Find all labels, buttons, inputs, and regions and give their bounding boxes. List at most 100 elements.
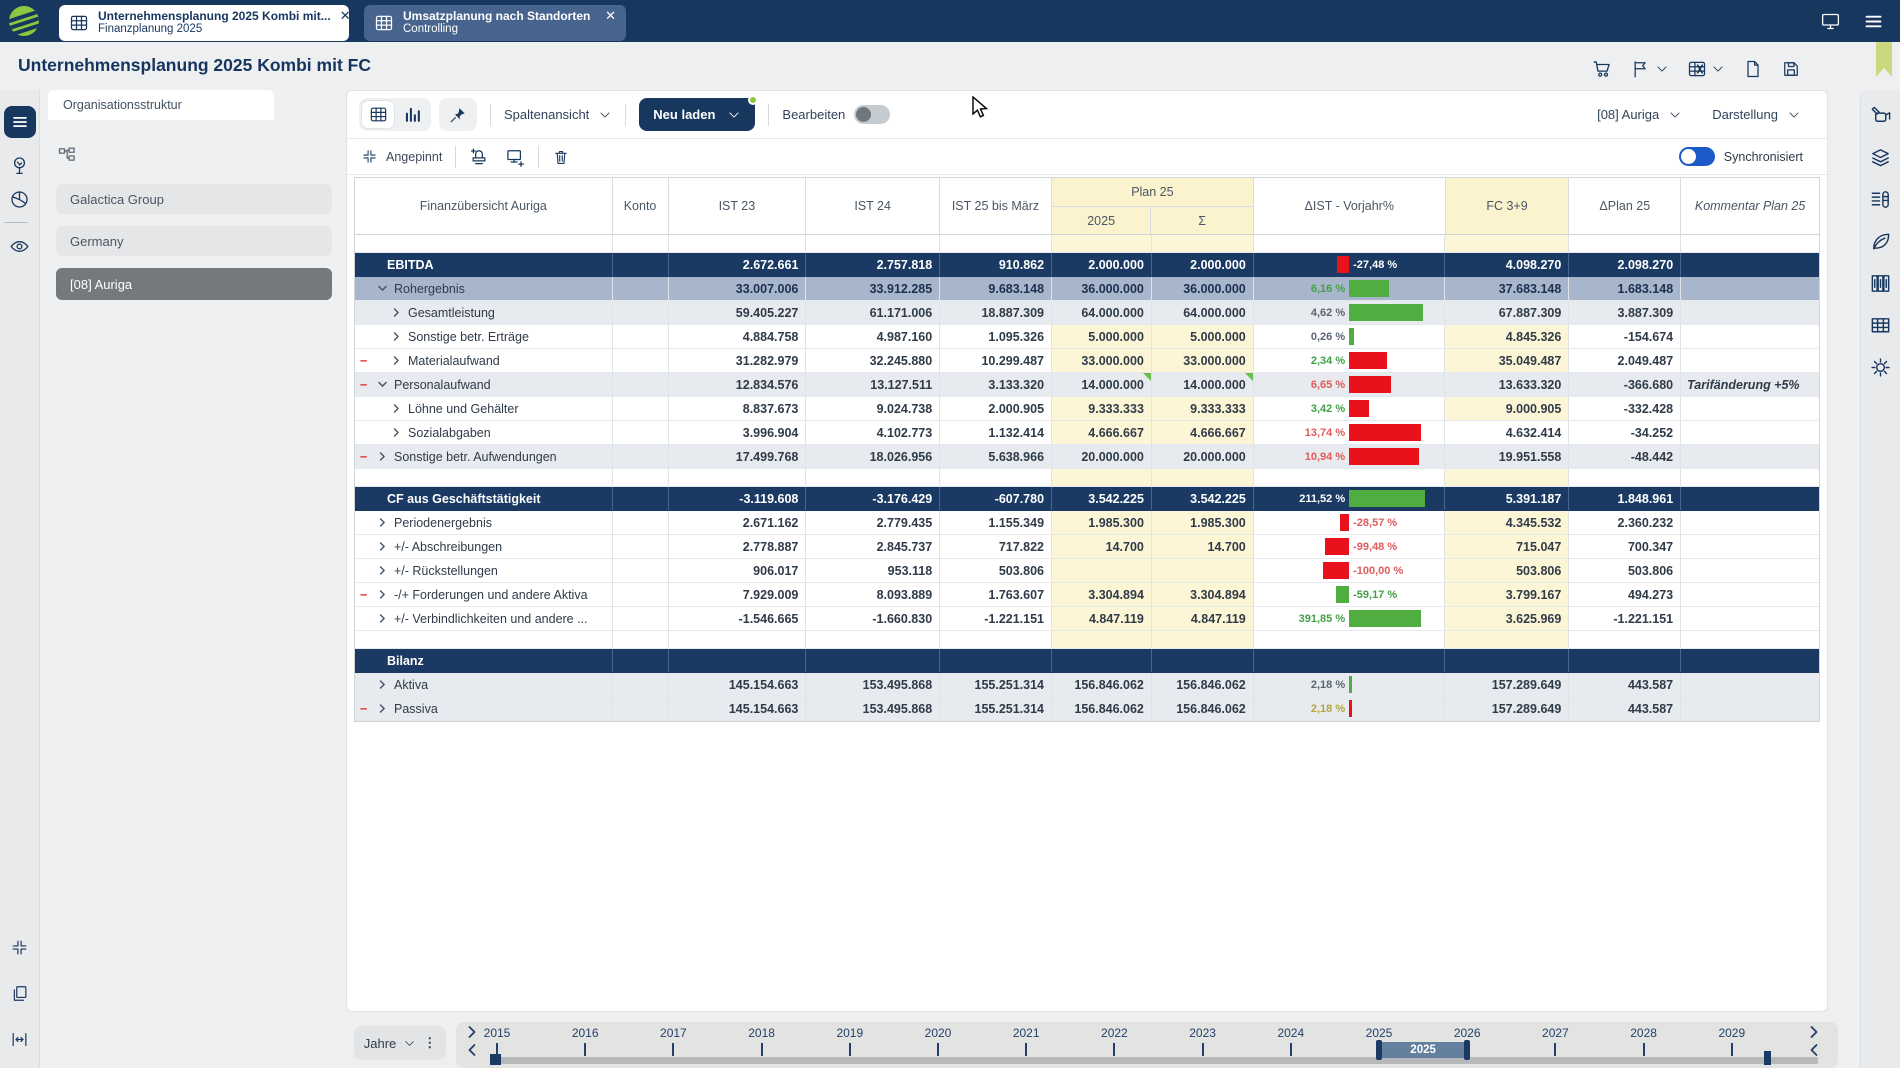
plan-sum-cell[interactable]: 9.333.333 [1152, 397, 1254, 420]
plan-2025-cell[interactable] [1052, 559, 1152, 582]
save-icon[interactable] [1781, 59, 1801, 79]
columns-icon[interactable] [1869, 272, 1892, 295]
timeline-selected-range[interactable]: 2025 [1379, 1042, 1467, 1058]
timeline-year-2024[interactable]: 2024 [1277, 1026, 1304, 1040]
filter-list-icon[interactable] [1869, 188, 1892, 211]
col-header-ist25[interactable]: IST 25 bis März [940, 178, 1052, 235]
table-row[interactable]: +/- Rückstellungen906.017953.118503.806-… [355, 559, 1819, 583]
timeline-mode-dropdown[interactable]: Jahre ⋮ [354, 1026, 446, 1060]
flag-dropdown[interactable] [1631, 59, 1669, 79]
pages-icon[interactable] [4, 976, 36, 1010]
stamp-add-icon[interactable] [469, 147, 489, 167]
tab-unternehmensplanung[interactable]: Unternehmensplanung 2025 Kombi mit... Fi… [59, 5, 349, 41]
timeline-year-2025[interactable]: 2025 [1366, 1026, 1393, 1040]
plan-sum-cell[interactable]: 4.666.667 [1152, 421, 1254, 444]
timeline-year-2015[interactable]: 2015 [484, 1026, 511, 1040]
sidebar-item--08-auriga[interactable]: [08] Auriga [56, 268, 332, 300]
collapse-panel-icon[interactable] [4, 930, 36, 964]
eye-icon[interactable] [4, 229, 36, 263]
timeline-step-back-icon[interactable] [466, 1043, 478, 1057]
comment-cell[interactable] [1681, 277, 1819, 300]
comment-cell[interactable] [1681, 697, 1819, 720]
comment-cell[interactable] [1681, 253, 1819, 276]
col-header-plan-sum[interactable]: Σ [1151, 207, 1253, 235]
table-row[interactable]: –Personalaufwand12.834.57613.127.5113.13… [355, 373, 1819, 397]
comment-cell[interactable] [1681, 649, 1819, 672]
table-row[interactable]: Aktiva145.154.663153.495.868155.251.3141… [355, 673, 1819, 697]
table-row[interactable]: –Materialaufwand31.282.97932.245.88010.2… [355, 349, 1819, 373]
plan-2025-cell[interactable]: 4.847.119 [1052, 607, 1152, 630]
table-row[interactable]: –-/+ Forderungen und andere Aktiva7.929.… [355, 583, 1819, 607]
col-header-delta-ist[interactable]: ΔIST - Vorjahr% [1254, 178, 1446, 235]
col-header-finanzuebersicht[interactable]: Finanzübersicht Auriga [355, 178, 613, 235]
edit-toggle[interactable] [854, 105, 890, 124]
table-row[interactable]: Sonstige betr. Erträge4.884.7584.987.160… [355, 325, 1819, 349]
document-icon[interactable] [1743, 59, 1763, 79]
comment-cell[interactable] [1681, 445, 1819, 468]
chevron-down-icon[interactable] [377, 283, 388, 294]
timeline-handle-right[interactable] [1764, 1051, 1771, 1065]
timeline-year-2016[interactable]: 2016 [572, 1026, 599, 1040]
layers-icon[interactable] [1869, 146, 1892, 169]
table-row[interactable]: +/- Verbindlichkeiten und andere ...-1.5… [355, 607, 1819, 631]
comment-cell[interactable] [1681, 421, 1819, 444]
leaf-icon[interactable] [1869, 230, 1892, 253]
org-chart-icon[interactable] [57, 146, 77, 166]
table-row[interactable]: EBITDA2.672.6612.757.818910.8622.000.000… [355, 253, 1819, 277]
comment-cell[interactable] [1681, 325, 1819, 348]
chevron-right-icon[interactable] [377, 565, 388, 576]
timeline-track[interactable] [490, 1057, 1818, 1064]
comment-cell[interactable] [1681, 559, 1819, 582]
compress-icon[interactable] [361, 148, 378, 165]
comment-cell[interactable] [1681, 673, 1819, 696]
col-header-delta-plan[interactable]: ΔPlan 25 [1569, 178, 1681, 235]
tab-umsatzplanung[interactable]: Umsatzplanung nach Standorten Controllin… [364, 5, 626, 41]
comment-cell[interactable] [1681, 607, 1819, 630]
col-header-ist24[interactable]: IST 24 [806, 178, 940, 235]
excel-export-dropdown[interactable] [1687, 59, 1725, 79]
plan-sum-cell[interactable]: 14.700 [1152, 535, 1254, 558]
timeline-year-2029[interactable]: 2029 [1718, 1026, 1745, 1040]
table-view-icon[interactable] [362, 101, 394, 128]
table-row[interactable]: CF aus Geschäftstätigkeit-3.119.608-3.17… [355, 487, 1819, 511]
plan-sum-cell[interactable]: 4.847.119 [1152, 607, 1254, 630]
menu-icon[interactable] [1863, 11, 1884, 32]
entity-dropdown[interactable]: [08] Auriga [1597, 107, 1682, 122]
timeline-step-back-icon[interactable] [1808, 1043, 1820, 1057]
plan-sum-cell[interactable]: 3.304.894 [1152, 583, 1254, 606]
bookmark-ribbon[interactable] [1876, 42, 1892, 77]
table-row[interactable]: Bilanz [355, 649, 1819, 673]
plan-2025-cell[interactable]: 14.700 [1052, 535, 1152, 558]
chevron-right-icon[interactable] [377, 517, 388, 528]
table-row[interactable]: Löhne und Gehälter8.837.6739.024.7382.00… [355, 397, 1819, 421]
col-header-plan-2025[interactable]: 2025 [1052, 207, 1152, 235]
watering-can-icon[interactable] [1869, 104, 1892, 127]
timeline-year-2021[interactable]: 2021 [1013, 1026, 1040, 1040]
column-view-dropdown[interactable]: Spaltenansicht [504, 107, 612, 122]
plan-sum-cell[interactable]: 5.000.000 [1152, 325, 1254, 348]
sidebar-item-galactica-group[interactable]: Galactica Group [56, 184, 332, 214]
chevron-right-icon[interactable] [377, 679, 388, 690]
pin-icon[interactable] [439, 98, 477, 131]
chevron-right-icon[interactable] [391, 427, 402, 438]
timeline-year-2019[interactable]: 2019 [836, 1026, 863, 1040]
pie-chart-icon[interactable] [4, 182, 36, 216]
table-row[interactable]: –Sonstige betr. Aufwendungen17.499.76818… [355, 445, 1819, 469]
chevron-right-icon[interactable] [391, 355, 402, 366]
timeline-year-2026[interactable]: 2026 [1454, 1026, 1481, 1040]
chevron-right-icon[interactable] [377, 541, 388, 552]
timeline-year-2022[interactable]: 2022 [1101, 1026, 1128, 1040]
tree-icon[interactable] [4, 148, 36, 182]
sync-toggle[interactable] [1679, 147, 1715, 166]
plan-sum-cell[interactable] [1152, 559, 1254, 582]
chevron-right-icon[interactable] [391, 307, 402, 318]
close-icon[interactable]: ✕ [605, 5, 616, 24]
chevron-right-icon[interactable] [391, 403, 402, 414]
sidebar-item-germany[interactable]: Germany [56, 226, 332, 256]
table-rows-icon[interactable] [1869, 314, 1892, 337]
chevron-right-icon[interactable] [377, 451, 388, 462]
plan-2025-cell[interactable]: 3.304.894 [1052, 583, 1152, 606]
timeline-year-2027[interactable]: 2027 [1542, 1026, 1569, 1040]
comment-cell[interactable] [1681, 583, 1819, 606]
hamburger-menu-icon[interactable] [4, 106, 36, 138]
